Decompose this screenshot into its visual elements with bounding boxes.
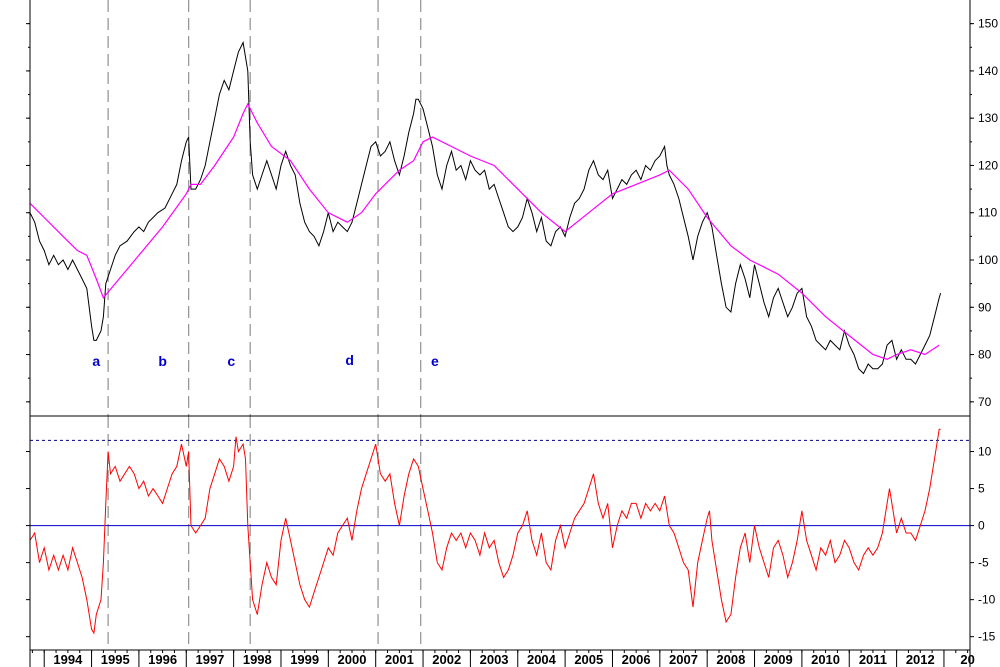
y-tick-label: 150 <box>978 17 998 31</box>
bottom-panel: -15 -10 -5 0 5 10 <box>26 416 996 650</box>
oscillator-line <box>29 428 941 635</box>
event-marker-lines <box>107 0 422 416</box>
x-tick-label: 2010 <box>811 652 840 667</box>
chart-frame <box>29 0 971 667</box>
x-tick-label: 2001 <box>385 652 414 667</box>
event-label-c: c <box>227 353 235 369</box>
price-line <box>29 40 942 375</box>
top-panel: 70 80 90 100 110 120 130 140 150 a b c d e <box>26 0 998 416</box>
x-tick-label: 2002 <box>432 652 461 667</box>
top-y-ticks-right: 70 80 90 100 110 120 130 140 150 <box>970 17 998 409</box>
x-tick-label: 2000 <box>338 652 367 667</box>
top-y-ticks-left <box>26 23 30 403</box>
y-tick-label: 0 <box>978 519 985 533</box>
y-tick-label: 130 <box>978 111 998 125</box>
x-tick-label: 2011 <box>859 652 887 667</box>
x-tick-label: 2009 <box>764 652 793 667</box>
y-tick-label: 120 <box>978 158 998 172</box>
y-tick-label: 100 <box>978 253 998 267</box>
x-tick-label: 2008 <box>716 652 745 667</box>
y-tick-label: 90 <box>978 300 992 314</box>
y-tick-label: 10 <box>978 445 992 459</box>
x-tick-label: 20 <box>960 652 974 667</box>
y-tick-label: 80 <box>978 348 992 362</box>
y-tick-label: -5 <box>978 556 989 570</box>
y-tick-label: 5 <box>978 482 985 496</box>
x-tick-label: 1999 <box>290 652 319 667</box>
event-label-a: a <box>92 353 100 369</box>
y-tick-label: -15 <box>978 630 996 644</box>
event-annotations: a b c d e <box>92 352 439 369</box>
x-tick-label: 2005 <box>574 652 603 667</box>
x-tick-label: 2007 <box>669 652 698 667</box>
y-tick-label: -10 <box>978 593 996 607</box>
x-tick-label: 1994 <box>53 652 83 667</box>
x-tick-label: 1995 <box>101 652 130 667</box>
x-axis: 1994 1995 1996 1997 1998 1999 2000 2001 2002 2003… <box>31 650 975 667</box>
y-tick-label: 140 <box>978 64 998 78</box>
event-label-e: e <box>431 353 439 369</box>
x-tick-label: 2006 <box>622 652 651 667</box>
x-tick-label: 1996 <box>148 652 177 667</box>
bottom-y-ticks-right: -15 -10 -5 0 5 10 <box>26 445 996 644</box>
x-tick-label: 1998 <box>243 652 272 667</box>
y-tick-label: 70 <box>978 395 992 409</box>
y-tick-label: 110 <box>978 206 997 220</box>
moving-average-line <box>29 102 940 360</box>
x-tick-label: 1997 <box>195 652 224 667</box>
x-tick-label: 2012 <box>906 652 935 667</box>
x-tick-label: 2003 <box>480 652 509 667</box>
x-tick-label: 2004 <box>527 652 557 667</box>
event-label-b: b <box>158 353 167 369</box>
reference-lines <box>30 439 970 527</box>
event-label-d: d <box>345 352 354 368</box>
